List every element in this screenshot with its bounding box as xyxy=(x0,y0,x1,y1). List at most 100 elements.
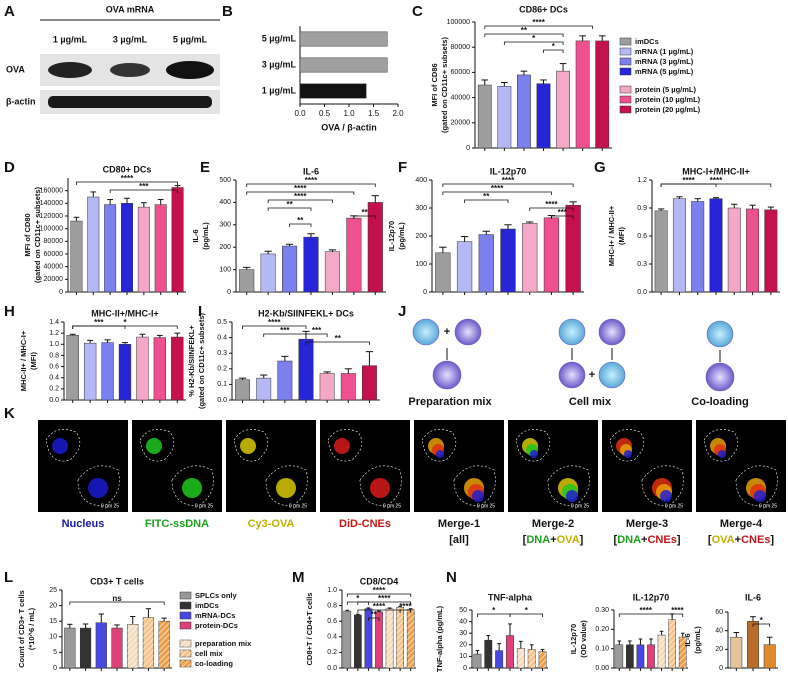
scale-label: 0 µm 25 xyxy=(759,503,777,509)
y-tick-label: 300 xyxy=(415,205,427,212)
bar-hatch xyxy=(407,609,415,668)
y-tick-label: 50 xyxy=(459,607,467,614)
cell-outline xyxy=(641,465,684,507)
bar xyxy=(691,201,705,293)
cell-outline xyxy=(453,465,496,507)
y-tick-label: 200 xyxy=(219,244,231,251)
blot-band xyxy=(166,61,214,79)
cell-icon xyxy=(598,318,626,346)
y-tick-label: 60 xyxy=(715,609,723,616)
significance-label: * xyxy=(123,318,127,327)
cell-outline xyxy=(45,429,81,462)
blot-lane: 3 µg/mL xyxy=(113,34,148,44)
y-axis-label: MFI of CD86 xyxy=(430,63,439,106)
chart-title: CD86+ DCs xyxy=(519,4,568,14)
significance-bracket xyxy=(353,215,376,219)
micrograph xyxy=(414,420,504,512)
fluorescence xyxy=(146,438,162,454)
micrograph xyxy=(602,420,692,512)
legend-hatch xyxy=(180,660,191,667)
bar-hatch xyxy=(127,624,139,668)
bar xyxy=(517,74,531,149)
bar xyxy=(506,635,514,669)
significance-bracket xyxy=(442,183,574,187)
significance-label: ** xyxy=(483,192,490,201)
panel-label: D xyxy=(4,159,15,176)
y-axis-label: (pg/mL) xyxy=(397,222,406,250)
bar xyxy=(70,220,83,293)
panel-label: M xyxy=(292,569,305,586)
bar xyxy=(626,644,634,669)
significance-label: **** xyxy=(305,176,318,185)
bar-hatch xyxy=(668,619,676,668)
bar xyxy=(636,644,645,669)
bar xyxy=(87,196,100,293)
significance-bracket xyxy=(551,215,574,219)
significance-label: **** xyxy=(532,18,545,27)
y-tick-label: 0.4 xyxy=(217,334,227,341)
significance-bracket xyxy=(671,613,684,617)
significance-label: * xyxy=(492,606,496,615)
y-axis-label: (OD value) xyxy=(579,620,588,658)
bar xyxy=(556,70,570,149)
bar-hatch xyxy=(396,607,404,668)
x-tick-label: 0.0 xyxy=(294,109,306,118)
significance-bracket xyxy=(399,609,412,613)
panel-label: J xyxy=(398,303,406,320)
significance-bracket xyxy=(246,183,376,187)
y-tick-label: 1 µg/mL xyxy=(262,85,297,95)
merge-parts: [OVA+CNEs] xyxy=(708,534,774,546)
chart-title: IL-6 xyxy=(745,592,761,602)
cell-outline xyxy=(703,429,739,462)
bar xyxy=(747,621,759,669)
chart-title: CD80+ DCs xyxy=(103,164,152,174)
significance-label: ** xyxy=(371,610,378,619)
y-tick-label: 0.2 xyxy=(217,366,227,373)
significance-label: * xyxy=(552,42,556,51)
cell-outline xyxy=(139,429,175,462)
bar-hatch xyxy=(143,617,154,668)
significance-bracket xyxy=(543,49,564,53)
merge-parts: [DNA+CNEs] xyxy=(614,534,681,546)
bar xyxy=(764,209,778,293)
plus-sign: + xyxy=(444,326,450,338)
legend-swatch xyxy=(179,601,192,610)
significance-label: **** xyxy=(639,606,652,615)
legend-swatch xyxy=(619,47,632,56)
y-tick-label: 10 xyxy=(459,653,467,660)
bar xyxy=(171,336,184,401)
significance-label: ** xyxy=(335,334,342,343)
fluorescence xyxy=(182,478,202,498)
y-axis-label: MHC-I+ / MHC-II+ xyxy=(607,205,616,266)
y-tick-label: 0.8 xyxy=(49,352,59,359)
significance-bracket xyxy=(442,191,552,195)
merge-part: [ xyxy=(708,534,712,546)
legend-swatch xyxy=(179,611,192,620)
bar xyxy=(477,84,492,149)
blot-row: β-actin xyxy=(6,96,36,106)
bar xyxy=(282,245,298,293)
fluorescence xyxy=(370,478,390,498)
bar-hatch xyxy=(657,635,666,668)
bar xyxy=(299,31,388,47)
y-tick-label: 0.0 xyxy=(637,289,647,296)
significance-bracket xyxy=(267,207,312,211)
legend-label: protein (10 µg/mL) xyxy=(635,95,701,104)
significance-label: **** xyxy=(121,174,134,183)
bar xyxy=(66,335,79,401)
y-tick-label: 0.5 xyxy=(217,319,227,326)
fluorescence xyxy=(472,490,484,502)
blot: OVA mRNA 1 µg/mL 3 µg/mL 5 µg/mL OVA β-a… xyxy=(6,4,220,114)
significance-label: **** xyxy=(502,176,515,185)
y-tick-label: 140000 xyxy=(40,200,63,207)
scale-label: 0 µm 25 xyxy=(383,503,401,509)
y-tick-label: 3 µg/mL xyxy=(262,59,297,69)
y-tick-label: 0 xyxy=(59,289,63,296)
blot-lane: 5 µg/mL xyxy=(173,34,208,44)
significance-label: ns xyxy=(112,594,122,603)
significance-label: **** xyxy=(671,606,684,615)
fluorescence xyxy=(660,490,672,502)
significance-label: ** xyxy=(286,200,293,209)
merge-part: DNA xyxy=(526,534,550,546)
cell-icon xyxy=(412,318,440,346)
